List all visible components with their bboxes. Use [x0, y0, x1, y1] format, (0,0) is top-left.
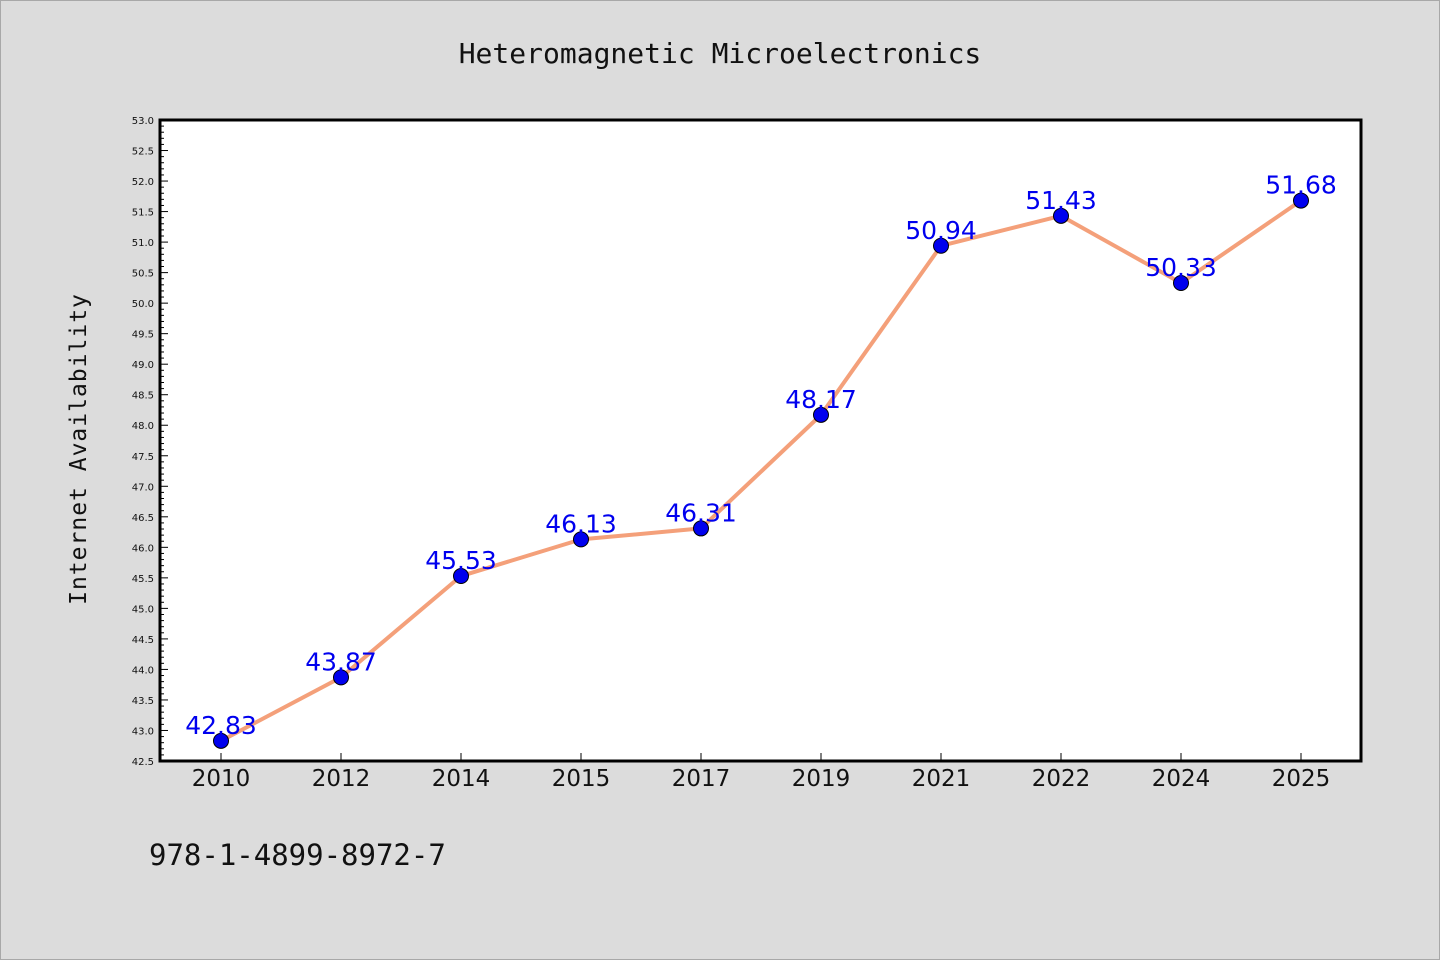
y-tick-label: 44.0	[132, 665, 154, 676]
x-tick-label: 2014	[432, 766, 491, 792]
y-tick-label: 49.0	[132, 360, 154, 371]
data-label: 50.33	[1145, 253, 1217, 282]
y-tick-label: 48.0	[132, 421, 154, 432]
data-point	[933, 237, 949, 254]
data-point	[333, 669, 349, 686]
y-tick-label: 48.5	[132, 391, 154, 402]
y-tick-label: 45.5	[132, 574, 154, 585]
data-label: 51.43	[1025, 186, 1097, 215]
isbn-text: 978-1-4899-8972-7	[149, 838, 446, 872]
y-tick-label: 51.5	[132, 208, 154, 219]
series-layer	[213, 192, 1309, 749]
y-tick-label: 52.0	[132, 177, 154, 188]
series-line	[219, 198, 1303, 743]
y-tick-label: 53.0	[132, 116, 154, 127]
y-tick-label: 52.5	[132, 147, 154, 158]
y-tick-label: 46.5	[132, 513, 154, 524]
x-tick-label: 2019	[792, 766, 851, 792]
chart-title: Heteromagnetic Microelectronics	[459, 37, 982, 70]
y-tick-label: 47.0	[132, 482, 154, 493]
y-tick-label: 44.5	[132, 635, 154, 646]
y-tick-label: 43.5	[132, 696, 154, 707]
y-tick-label: 51.0	[132, 238, 154, 249]
y-tick-label: 47.5	[132, 452, 154, 463]
data-label: 50.94	[905, 216, 977, 245]
data-label: 48.17	[785, 385, 857, 414]
data-label: 46.31	[665, 498, 737, 527]
data-point	[1173, 274, 1189, 291]
y-tick-label: 50.0	[132, 299, 154, 310]
x-tick-label: 2022	[1032, 766, 1091, 792]
data-label: 51.68	[1265, 171, 1337, 200]
y-axis: 42.5 43.0 43.5 44.0 44.5 45.0 45.5 46.0 46.5 47.0…	[132, 116, 168, 768]
y-tick-label: 43.0	[132, 726, 154, 737]
plot-area	[158, 118, 1363, 763]
data-point	[213, 732, 229, 749]
data-point	[813, 406, 829, 423]
y-tick-label: 46.0	[132, 543, 154, 554]
data-label: 43.87	[305, 647, 377, 676]
y-tick-label: 49.5	[132, 330, 154, 341]
data-label: 42.83	[185, 711, 257, 740]
data-labels: 42.83 43.87 45.53 46.13 46.31 48.17 50.94 51.43…	[185, 171, 1337, 740]
x-axis: 2010 2012 2014 2015 2017 2019 2021 2022 2024 2025	[192, 753, 1331, 792]
y-tick-label: 50.5	[132, 269, 154, 280]
x-tick-label: 2024	[1152, 766, 1211, 792]
x-tick-label: 2015	[552, 766, 611, 792]
data-point	[693, 520, 709, 537]
data-point	[453, 568, 469, 585]
data-point	[1293, 192, 1309, 209]
data-point	[573, 531, 589, 548]
y-tick-label: 42.5	[132, 757, 154, 768]
data-point	[1053, 207, 1069, 224]
y-tick-label: 45.0	[132, 604, 154, 615]
x-tick-label: 2010	[192, 766, 251, 792]
x-tick-label: 2021	[912, 766, 971, 792]
x-tick-label: 2012	[312, 766, 371, 792]
data-label: 46.13	[545, 509, 617, 538]
y-axis-label: Internet Availability	[66, 293, 92, 605]
data-label: 45.53	[425, 546, 497, 575]
x-tick-label: 2017	[672, 766, 731, 792]
x-tick-label: 2025	[1272, 766, 1331, 792]
